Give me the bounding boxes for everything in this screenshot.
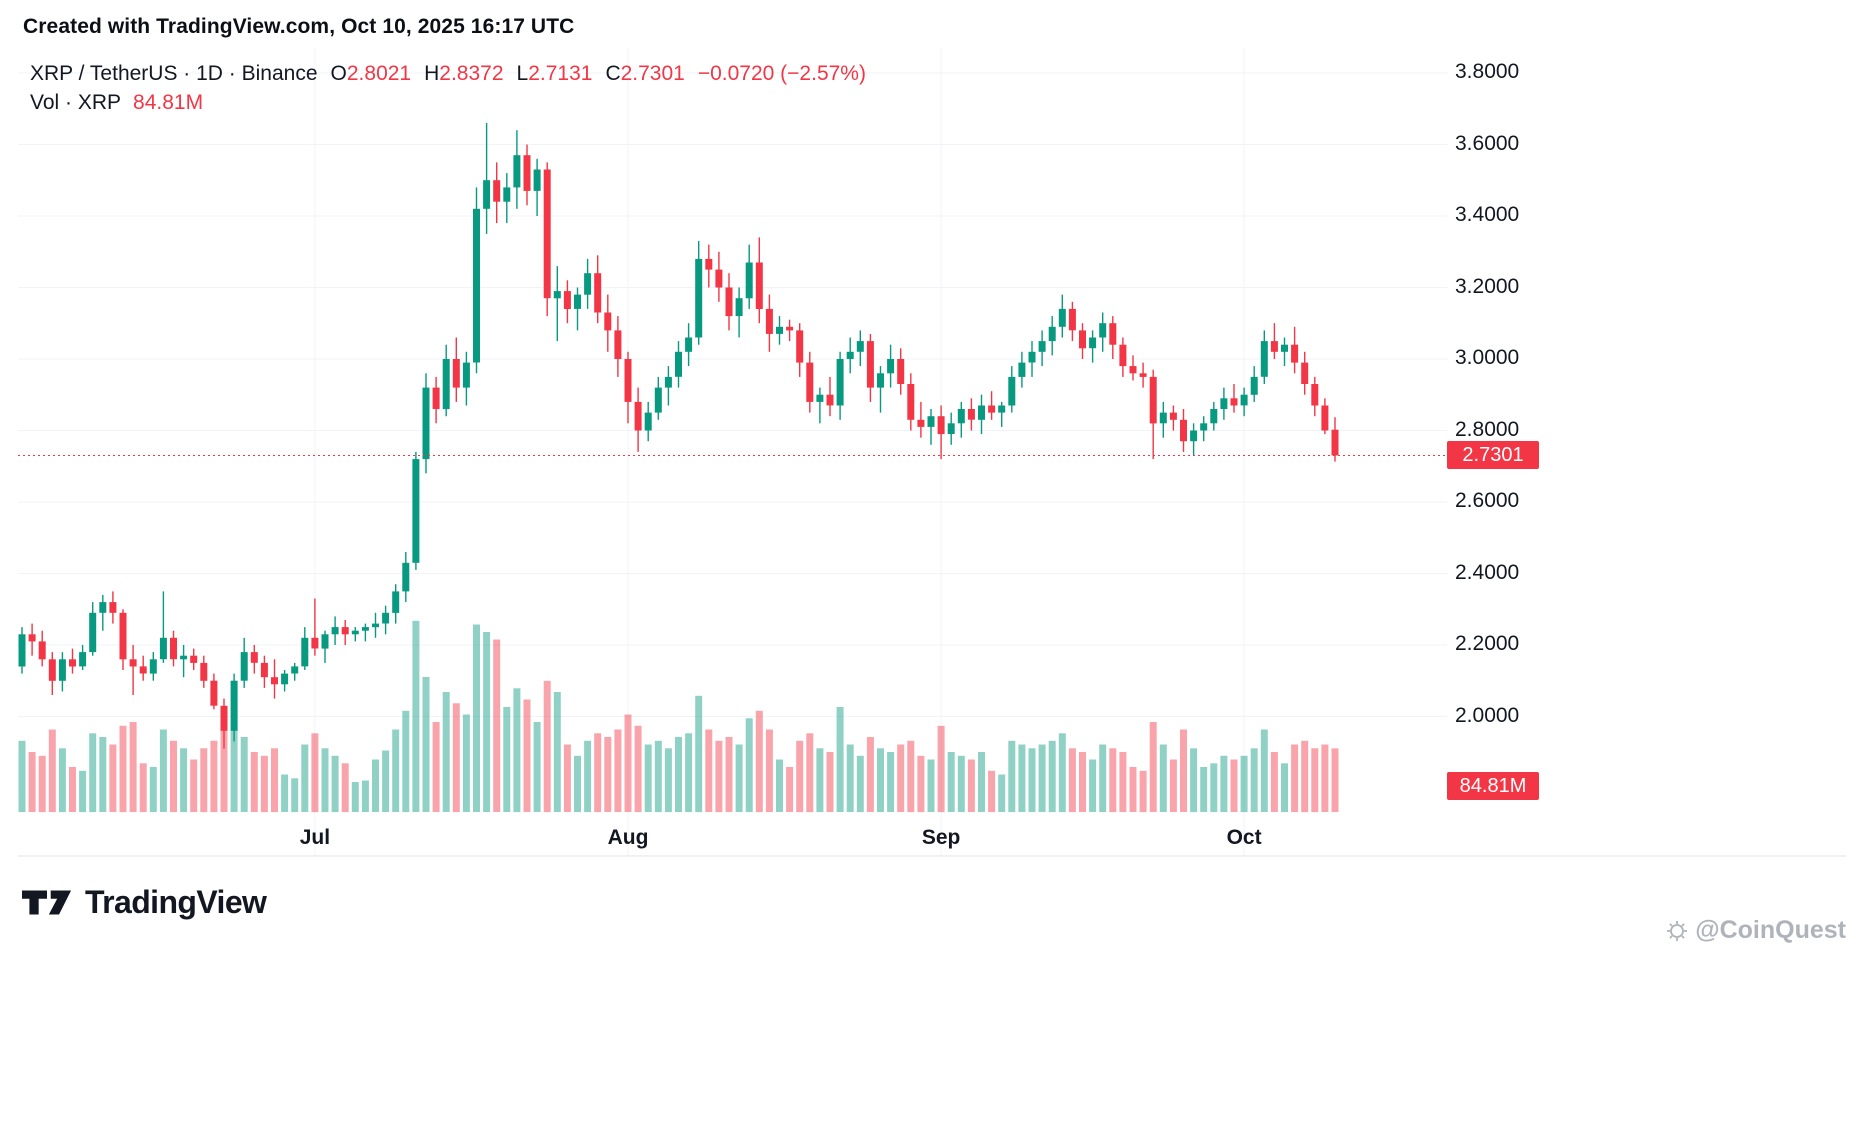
open-value: 2.8021 <box>346 62 412 85</box>
close-value: 2.7301 <box>620 62 685 85</box>
ohlc-open: O 2.8021 <box>331 62 412 86</box>
coinquest-watermark: @CoinQuest <box>1666 916 1846 945</box>
volume-label: Vol · XRP <box>30 91 122 114</box>
tradingview-branding[interactable]: TradingView <box>22 884 267 921</box>
price-change: −0.0720 (−2.57%) <box>697 62 866 85</box>
open-label: O <box>330 62 347 85</box>
symbol-title[interactable]: XRP / TetherUS · 1D · Binance <box>30 62 318 85</box>
ohlc-high: H 2.8372 <box>424 62 503 86</box>
tradingview-logo-text: TradingView <box>85 884 267 920</box>
tradingview-logo-icon <box>22 890 72 915</box>
volume-legend: Vol · XRP 84.81M <box>30 91 203 115</box>
volume-badge: 84.81M <box>1447 772 1539 800</box>
volume-value: 84.81M <box>133 91 204 114</box>
close-label: C <box>605 62 621 85</box>
low-value: 2.7131 <box>528 62 593 85</box>
coinquest-icon <box>1667 920 1688 941</box>
created-with-caption: Created with TradingView.com, Oct 10, 20… <box>23 15 575 38</box>
last-price-badge: 2.7301 <box>1447 441 1539 470</box>
high-label: H <box>424 62 440 85</box>
watermark-text: @CoinQuest <box>1695 916 1846 944</box>
high-value: 2.8372 <box>439 62 504 85</box>
ohlc-low: L 2.7131 <box>517 62 593 86</box>
low-label: L <box>516 62 529 85</box>
ohlc-close: C 2.7301 <box>605 62 684 86</box>
